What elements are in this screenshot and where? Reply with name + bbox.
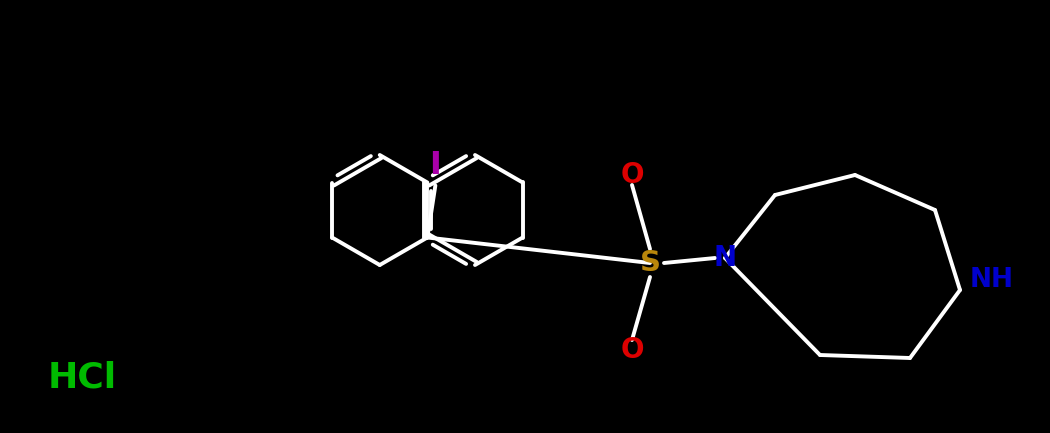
Text: O: O <box>621 336 644 364</box>
Text: N: N <box>713 244 736 272</box>
Text: I: I <box>429 151 441 181</box>
Text: HCl: HCl <box>48 361 118 395</box>
Text: NH: NH <box>970 267 1014 293</box>
Text: O: O <box>621 161 644 189</box>
Text: S: S <box>639 249 660 277</box>
